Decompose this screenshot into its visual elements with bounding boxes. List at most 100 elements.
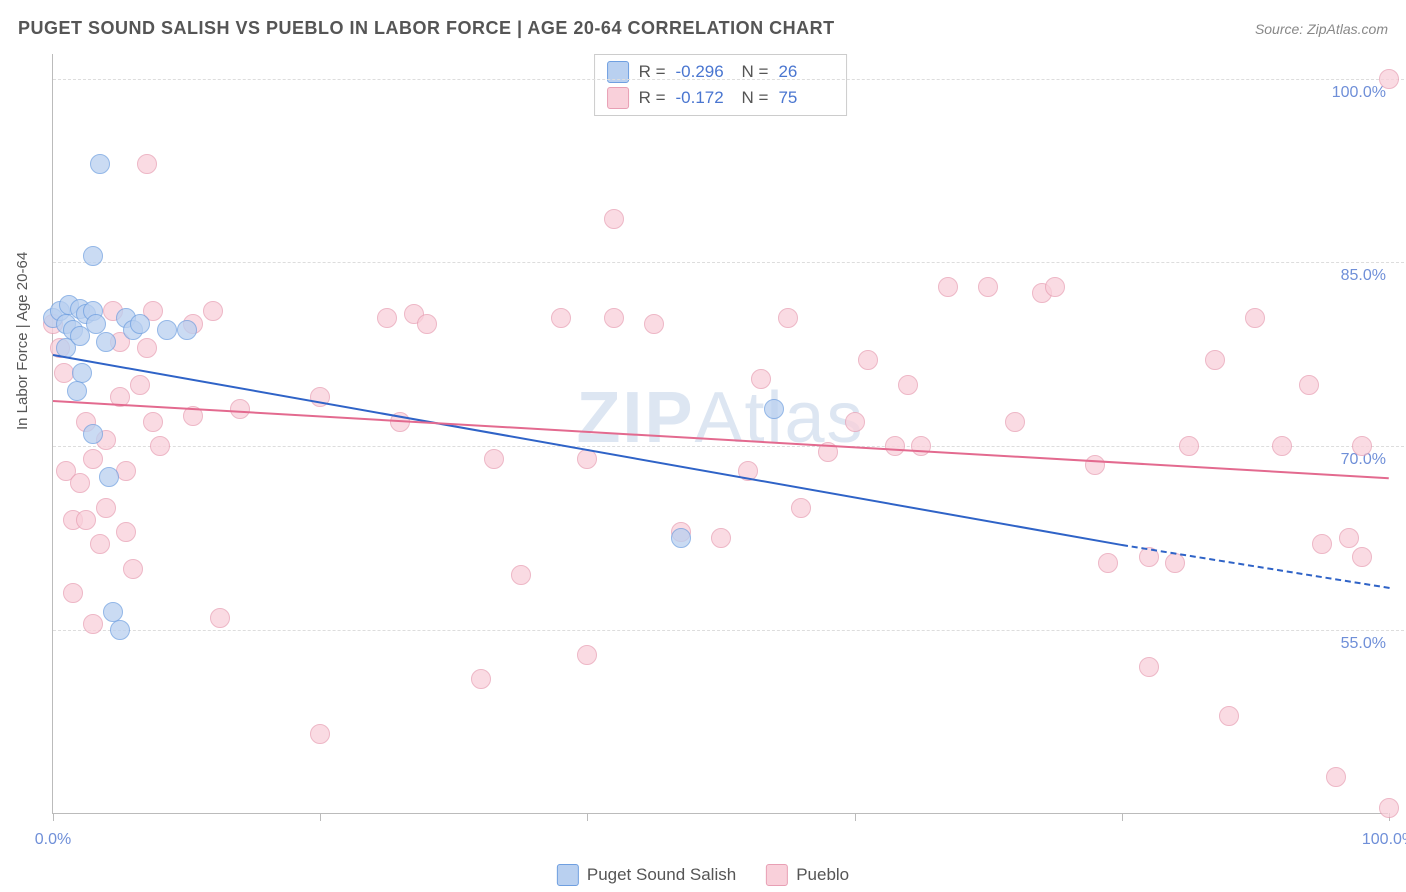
series2-marker [143,412,163,432]
series1-marker [83,424,103,444]
series2-marker [1045,277,1065,297]
gridline [53,630,1404,631]
y-tick-label: 85.0% [1337,267,1390,285]
series1-marker [764,399,784,419]
x-tick [53,813,54,821]
y-axis-label: In Labor Force | Age 20-64 [14,252,31,430]
series1-marker [67,381,87,401]
r-label: R = [639,88,666,108]
r-value: -0.172 [676,88,732,108]
series2-marker [150,436,170,456]
gridline [53,446,1404,447]
series1-marker [96,332,116,352]
legend-swatch [607,87,629,109]
series2-marker [123,559,143,579]
series1-marker [90,154,110,174]
series2-marker [1299,375,1319,395]
series1-marker [130,314,150,334]
series1-marker [103,602,123,622]
source-attribution: Source: ZipAtlas.com [1255,21,1388,37]
series2-marker [83,614,103,634]
series2-marker [858,350,878,370]
legend-item: Pueblo [766,864,849,886]
legend-swatch [766,864,788,886]
series2-marker [63,583,83,603]
series2-marker [938,277,958,297]
series2-marker [1245,308,1265,328]
series2-marker [911,436,931,456]
series2-marker [203,301,223,321]
series1-marker [671,528,691,548]
series1-marker [72,363,92,383]
series1-marker [157,320,177,340]
series2-marker [70,473,90,493]
series2-marker [83,449,103,469]
series2-marker [76,510,96,530]
series2-marker [791,498,811,518]
series2-marker [1219,706,1239,726]
y-tick-label: 100.0% [1328,84,1390,102]
series2-marker [1139,657,1159,677]
legend-swatch [557,864,579,886]
legend-item: Puget Sound Salish [557,864,736,886]
series2-marker [604,209,624,229]
legend-label: Pueblo [796,865,849,885]
series2-marker [1005,412,1025,432]
series2-marker [130,375,150,395]
x-tick [1122,813,1123,821]
series2-marker [137,154,157,174]
series2-marker [116,461,136,481]
series2-marker [644,314,664,334]
series1-marker [99,467,119,487]
series2-marker [471,669,491,689]
series2-marker [885,436,905,456]
series2-marker [711,528,731,548]
plot-area: ZIPAtlas R =-0.296N =26R =-0.172N =75 55… [52,54,1388,814]
series2-marker [1379,69,1399,89]
series2-marker [1352,547,1372,567]
series2-marker [604,308,624,328]
legend-swatch [607,61,629,83]
chart-title: PUGET SOUND SALISH VS PUEBLO IN LABOR FO… [18,18,835,39]
series2-marker [1098,553,1118,573]
series2-marker [751,369,771,389]
header-bar: PUGET SOUND SALISH VS PUEBLO IN LABOR FO… [18,18,1388,39]
series2-marker [845,412,865,432]
gridline [53,262,1404,263]
series2-marker [417,314,437,334]
series1-marker [86,314,106,334]
stats-legend-row: R =-0.296N =26 [607,59,835,85]
series2-marker [116,522,136,542]
x-tick [855,813,856,821]
series2-marker [1085,455,1105,475]
series2-marker [484,449,504,469]
series2-marker [137,338,157,358]
x-tick [587,813,588,821]
regression-line-dashed [1122,544,1390,589]
series2-marker [511,565,531,585]
series2-marker [1312,534,1332,554]
series2-marker [577,645,597,665]
series2-marker [1326,767,1346,787]
series2-marker [54,363,74,383]
gridline [53,79,1404,80]
series1-marker [177,320,197,340]
series2-marker [90,534,110,554]
series2-marker [1379,798,1399,818]
legend-label: Puget Sound Salish [587,865,736,885]
series2-marker [1352,436,1372,456]
stats-legend-row: R =-0.172N =75 [607,85,835,111]
series2-marker [1205,350,1225,370]
series2-marker [310,724,330,744]
series2-marker [978,277,998,297]
series2-marker [778,308,798,328]
stats-legend: R =-0.296N =26R =-0.172N =75 [594,54,848,116]
series-legend: Puget Sound Salish Pueblo [557,864,849,886]
x-tick-label: 100.0% [1362,831,1406,849]
n-label: N = [742,88,769,108]
regression-line [53,354,1122,546]
x-tick [320,813,321,821]
series2-marker [1339,528,1359,548]
series2-marker [1179,436,1199,456]
series1-marker [110,620,130,640]
